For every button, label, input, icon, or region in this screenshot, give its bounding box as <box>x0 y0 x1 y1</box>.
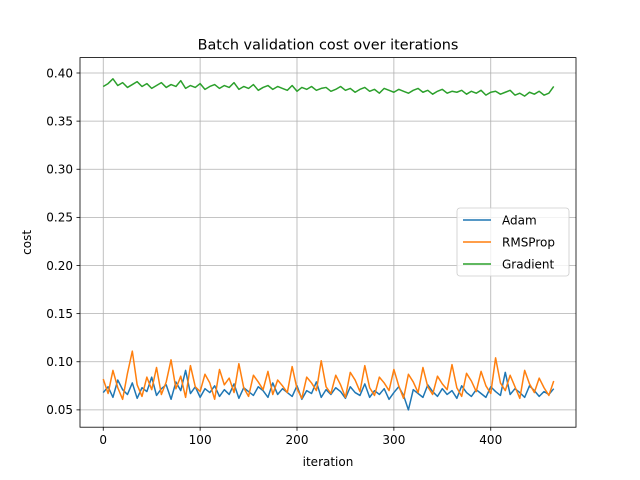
series-line-adam <box>102 369 555 411</box>
legend-box <box>456 207 570 277</box>
y-tick-label: 0.05 <box>46 403 73 417</box>
y-tick-label: 0.20 <box>46 259 73 273</box>
x-tick-label: 300 <box>382 433 405 447</box>
y-axis-label: cost <box>20 230 34 255</box>
y-tick-label: 0.35 <box>46 114 73 128</box>
y-tick-label: 0.15 <box>46 307 73 321</box>
legend-label-adam: Adam <box>502 213 537 227</box>
y-tick-label: 0.25 <box>46 211 73 225</box>
series-line-rmsprop <box>102 350 555 401</box>
legend-label-rmsprop: RMSProp <box>502 235 555 249</box>
x-tick-label: 200 <box>286 433 309 447</box>
plot-lines <box>102 78 555 411</box>
x-tick-label: 0 <box>99 433 107 447</box>
chart-title: Batch validation cost over iterations <box>198 38 459 54</box>
series-line-gradient <box>102 78 555 97</box>
x-tick-label: 100 <box>189 433 212 447</box>
ticks: 0 100 200 300 400 0.05 0.10 0.15 0.20 0.25 0.30 0.3… <box>46 66 502 447</box>
legend-label-gradient: Gradient <box>502 257 555 271</box>
legend: Adam RMSProp Gradient <box>456 207 570 277</box>
y-tick-label: 0.10 <box>46 355 73 369</box>
axes-frame <box>79 57 577 428</box>
y-tick-label: 0.40 <box>46 66 73 80</box>
x-tick-label: 400 <box>479 433 502 447</box>
y-tick-label: 0.30 <box>46 163 73 177</box>
x-axis-label: iteration <box>303 455 354 469</box>
